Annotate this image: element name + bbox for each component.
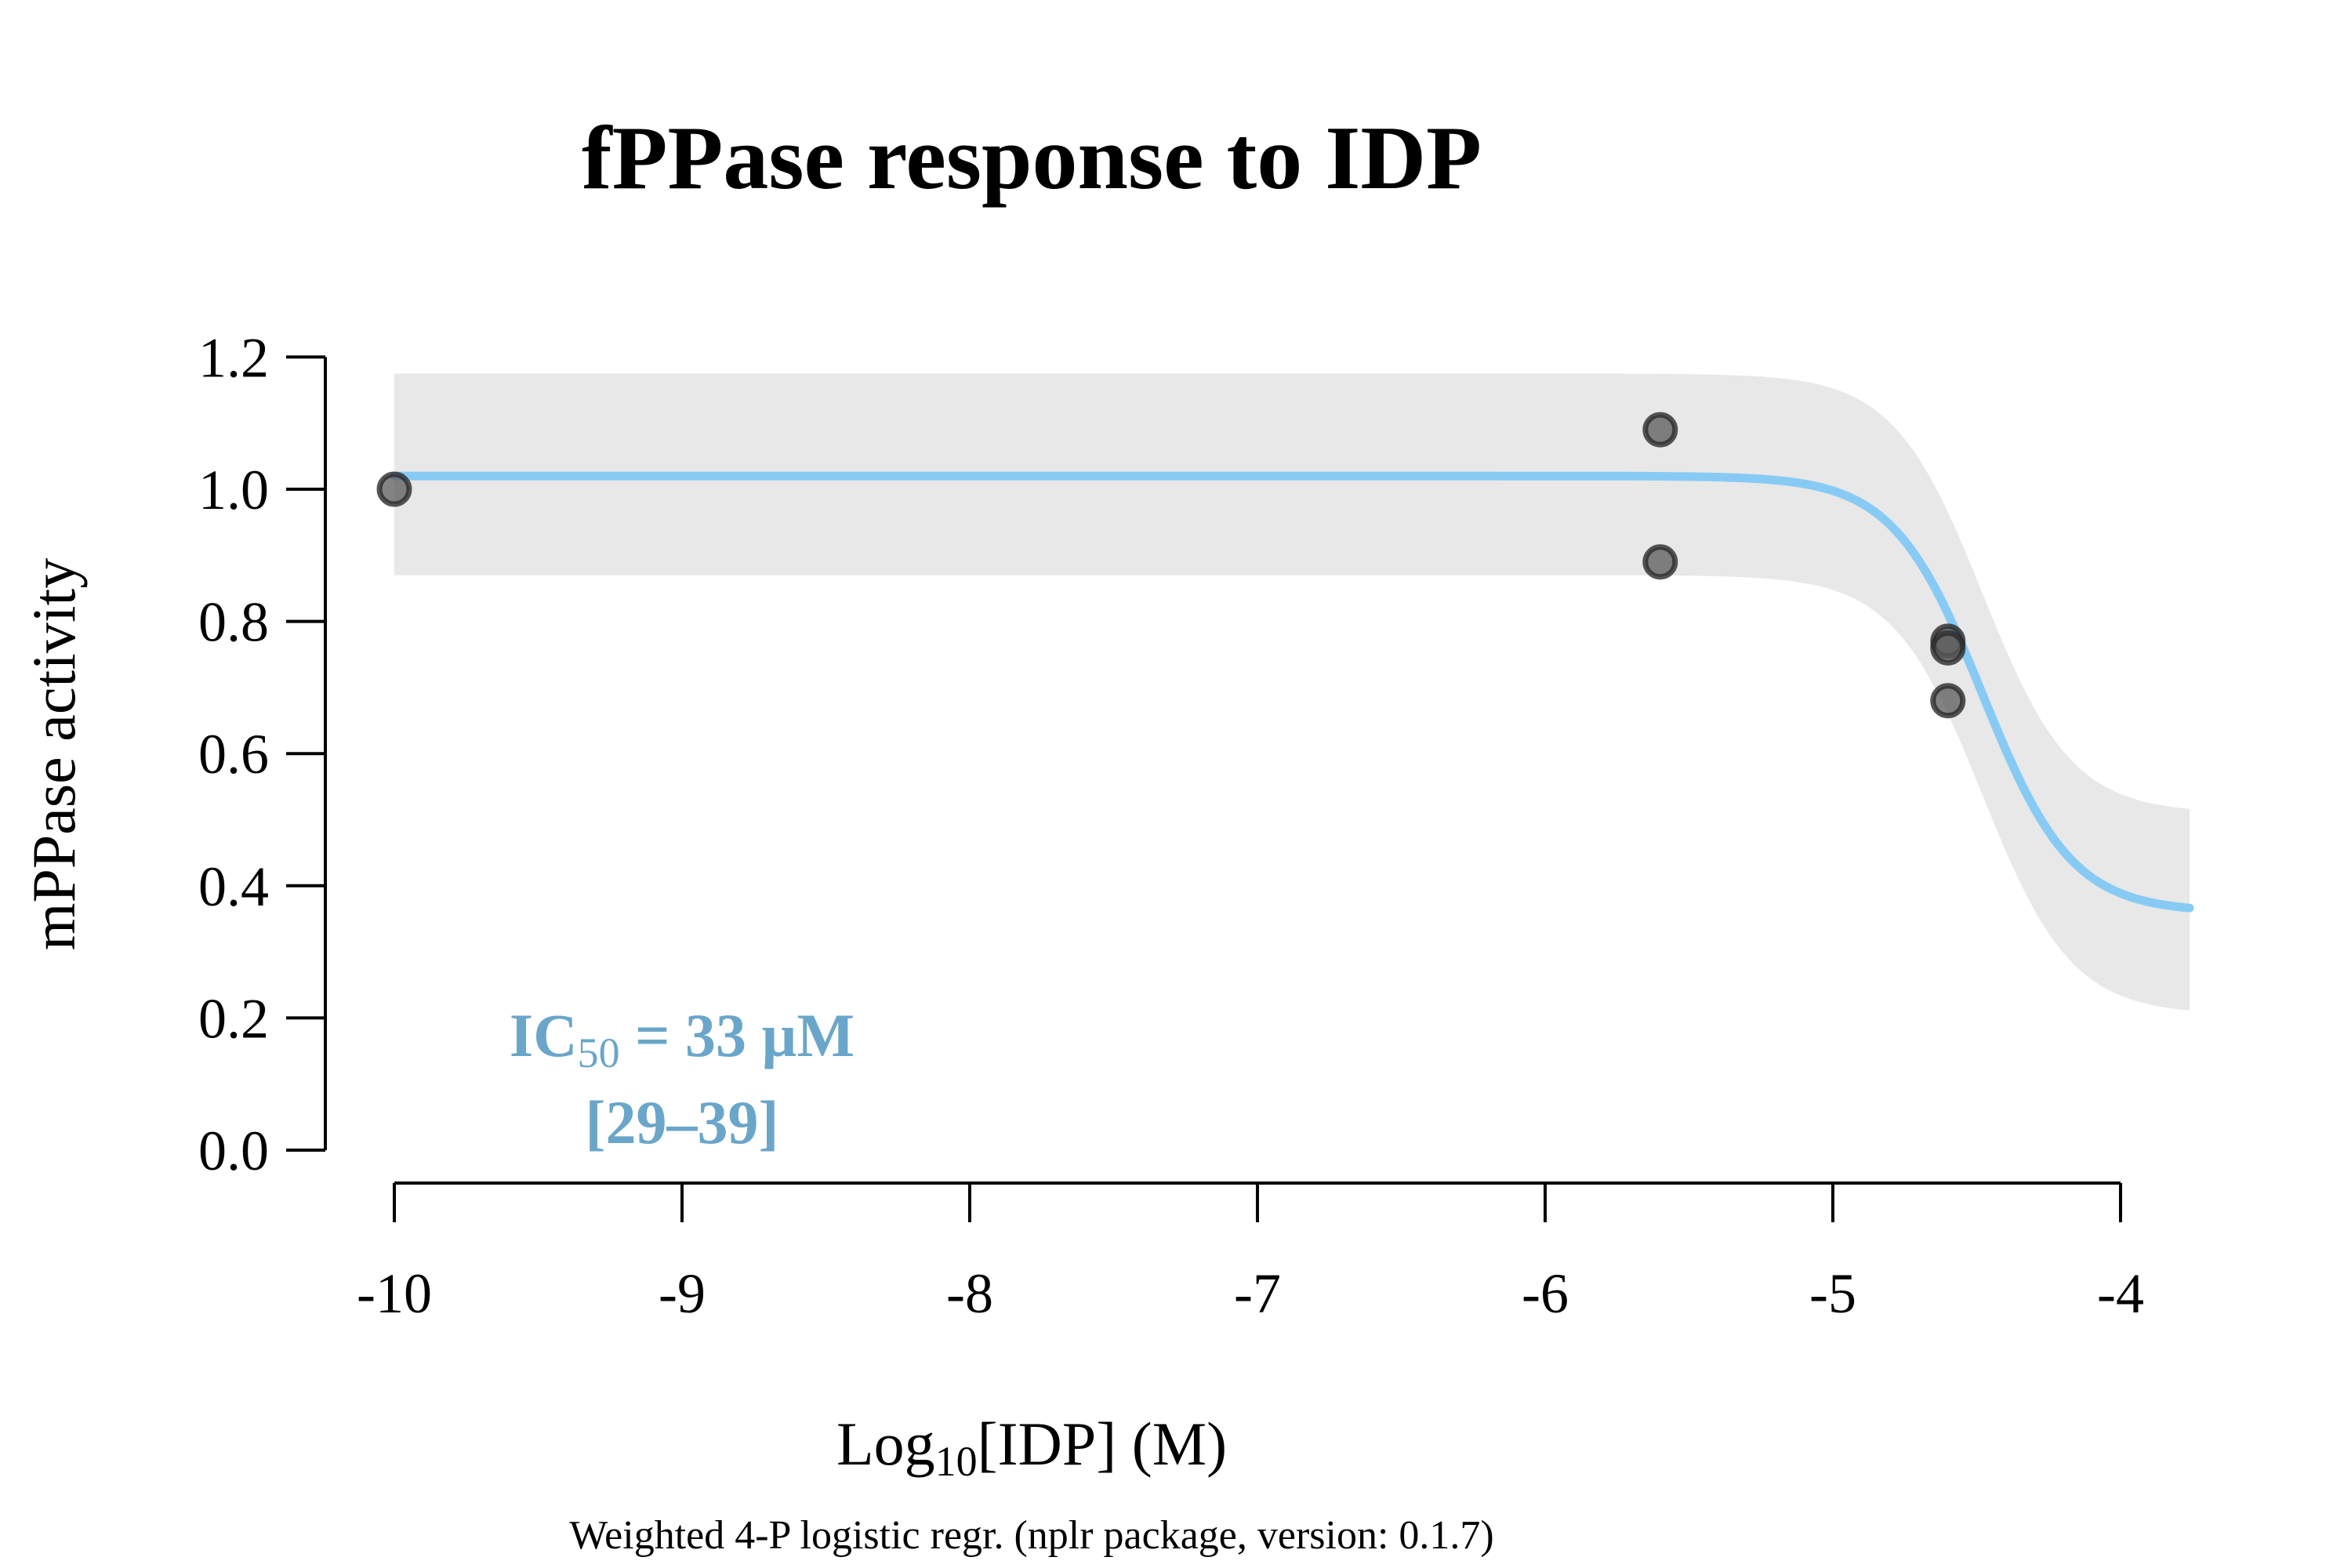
ic50-value: IC50 = 33 µM <box>510 1001 854 1076</box>
fit-curve <box>390 471 2194 913</box>
data-point <box>1930 683 1966 719</box>
x-axis: -10 -9 -8 -7 -6 -5 -4 <box>357 1181 2144 1325</box>
x-tick-label: -9 <box>659 1262 706 1325</box>
confidence-band <box>394 373 2190 1011</box>
data-point <box>376 471 412 507</box>
chart-title: fPPase response to IDP <box>582 108 1482 209</box>
x-tick-label: -4 <box>2097 1262 2144 1325</box>
y-tick-label: 1.2 <box>198 326 269 389</box>
plot-area <box>376 373 2194 1011</box>
y-tick-label: 0.2 <box>198 987 269 1050</box>
y-tick-label: 0.8 <box>198 591 269 654</box>
chart-caption: Weighted 4-P logistic regr. (nplr packag… <box>569 1513 1493 1558</box>
x-axis-label-suffix: [IDP] (M) <box>978 1410 1227 1478</box>
y-axis: 0.0 0.2 0.4 0.6 0.8 1.0 1.2 <box>198 326 327 1182</box>
y-tick-label: 0.6 <box>198 723 269 786</box>
y-axis-label: mPPase activity <box>20 558 88 950</box>
data-point <box>1930 630 1966 666</box>
data-points <box>376 412 1966 719</box>
y-tick-label: 0.4 <box>198 855 269 918</box>
x-axis-label-subscript: 10 <box>935 1438 978 1485</box>
ic50-label: IC <box>510 1001 578 1069</box>
x-axis-label: Log10[IDP] (M) <box>836 1410 1227 1485</box>
x-tick-label: -5 <box>1809 1262 1856 1325</box>
ic50-confidence-interval: [29–39] <box>586 1088 779 1156</box>
x-tick-label: -10 <box>357 1262 432 1325</box>
x-tick-label: -8 <box>946 1262 993 1325</box>
x-tick-label: -6 <box>1522 1262 1569 1325</box>
ic50-value-text: = 33 µM <box>620 1001 855 1069</box>
x-axis-label-prefix: Log <box>836 1410 935 1478</box>
y-tick-label: 1.0 <box>198 459 269 521</box>
data-point <box>1642 412 1678 448</box>
ic50-subscript: 50 <box>578 1029 620 1076</box>
y-tick-label: 0.0 <box>198 1120 269 1182</box>
ic50-annotation: IC50 = 33 µM [29–39] <box>510 1001 854 1156</box>
data-point <box>1642 544 1678 580</box>
x-tick-label: -7 <box>1234 1262 1281 1325</box>
